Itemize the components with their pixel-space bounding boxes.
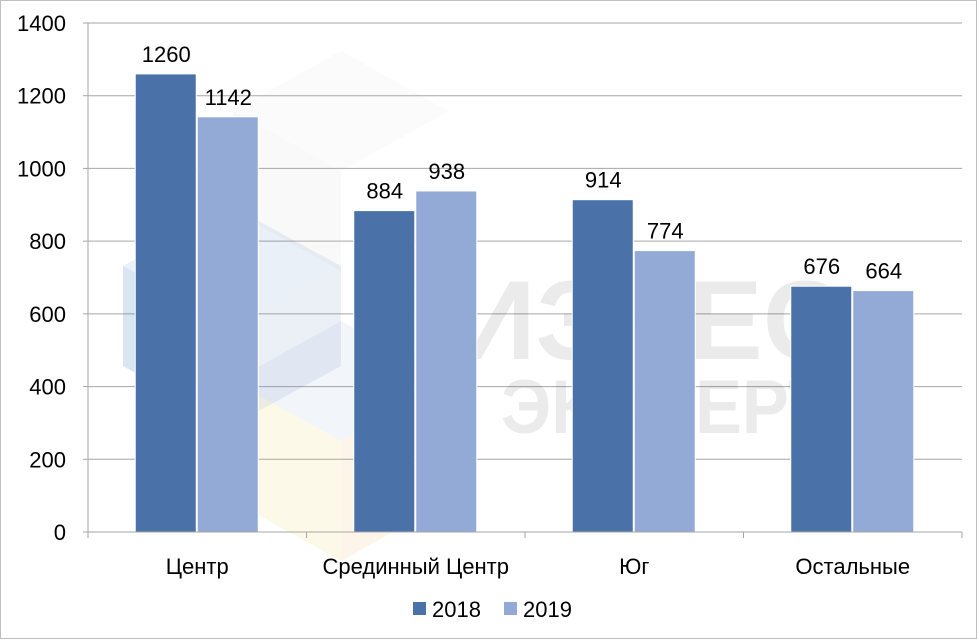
bar-2018-2 (353, 210, 416, 533)
data-label: 664 (865, 259, 902, 284)
data-label: 676 (803, 254, 840, 279)
bar-2019-3 (633, 250, 696, 533)
bar-2018-3 (571, 199, 634, 533)
data-label: 938 (428, 159, 465, 184)
data-label: 774 (647, 219, 684, 244)
legend-swatch-2018 (413, 602, 426, 615)
legend: 2018 2019 (413, 597, 572, 622)
legend-swatch-2019 (504, 602, 517, 615)
y-tick-label: 1000 (17, 156, 66, 181)
legend-label: 2019 (523, 597, 572, 622)
data-label: 1260 (142, 42, 191, 67)
watermark-cube-face (233, 111, 341, 271)
y-tick-label: 1400 (17, 11, 66, 36)
legend-label: 2018 (432, 597, 481, 622)
data-label: 1142 (205, 85, 252, 110)
y-tick-label: 1200 (17, 84, 66, 109)
bar-2018-4 (790, 285, 853, 533)
bar-2018-1 (134, 73, 197, 533)
watermark-cube-face (233, 51, 449, 171)
x-category-label: Срединный Центр (323, 554, 509, 579)
x-category-label: Юг (619, 554, 649, 579)
y-tick-label: 600 (29, 302, 66, 327)
bars (134, 73, 915, 533)
x-category-label: Остальные (795, 554, 910, 579)
y-tick-label: 400 (29, 375, 66, 400)
y-tick-label: 800 (29, 229, 66, 254)
bar-2019-4 (852, 290, 915, 533)
bar-2019-1 (196, 116, 259, 533)
watermark-cube-face (233, 381, 341, 561)
y-tick-label: 0 (54, 520, 66, 545)
data-labels: 1260 1142 884 938 914 774 676 664 (142, 42, 902, 284)
bar-2019-2 (415, 190, 478, 533)
data-label: 914 (585, 168, 622, 193)
x-category-label: Центр (166, 554, 229, 579)
y-tick-label: 200 (29, 447, 66, 472)
data-label: 884 (366, 179, 403, 204)
axes: 0 200 400 600 800 1000 1200 1400 Центр Срединный … (17, 11, 963, 579)
